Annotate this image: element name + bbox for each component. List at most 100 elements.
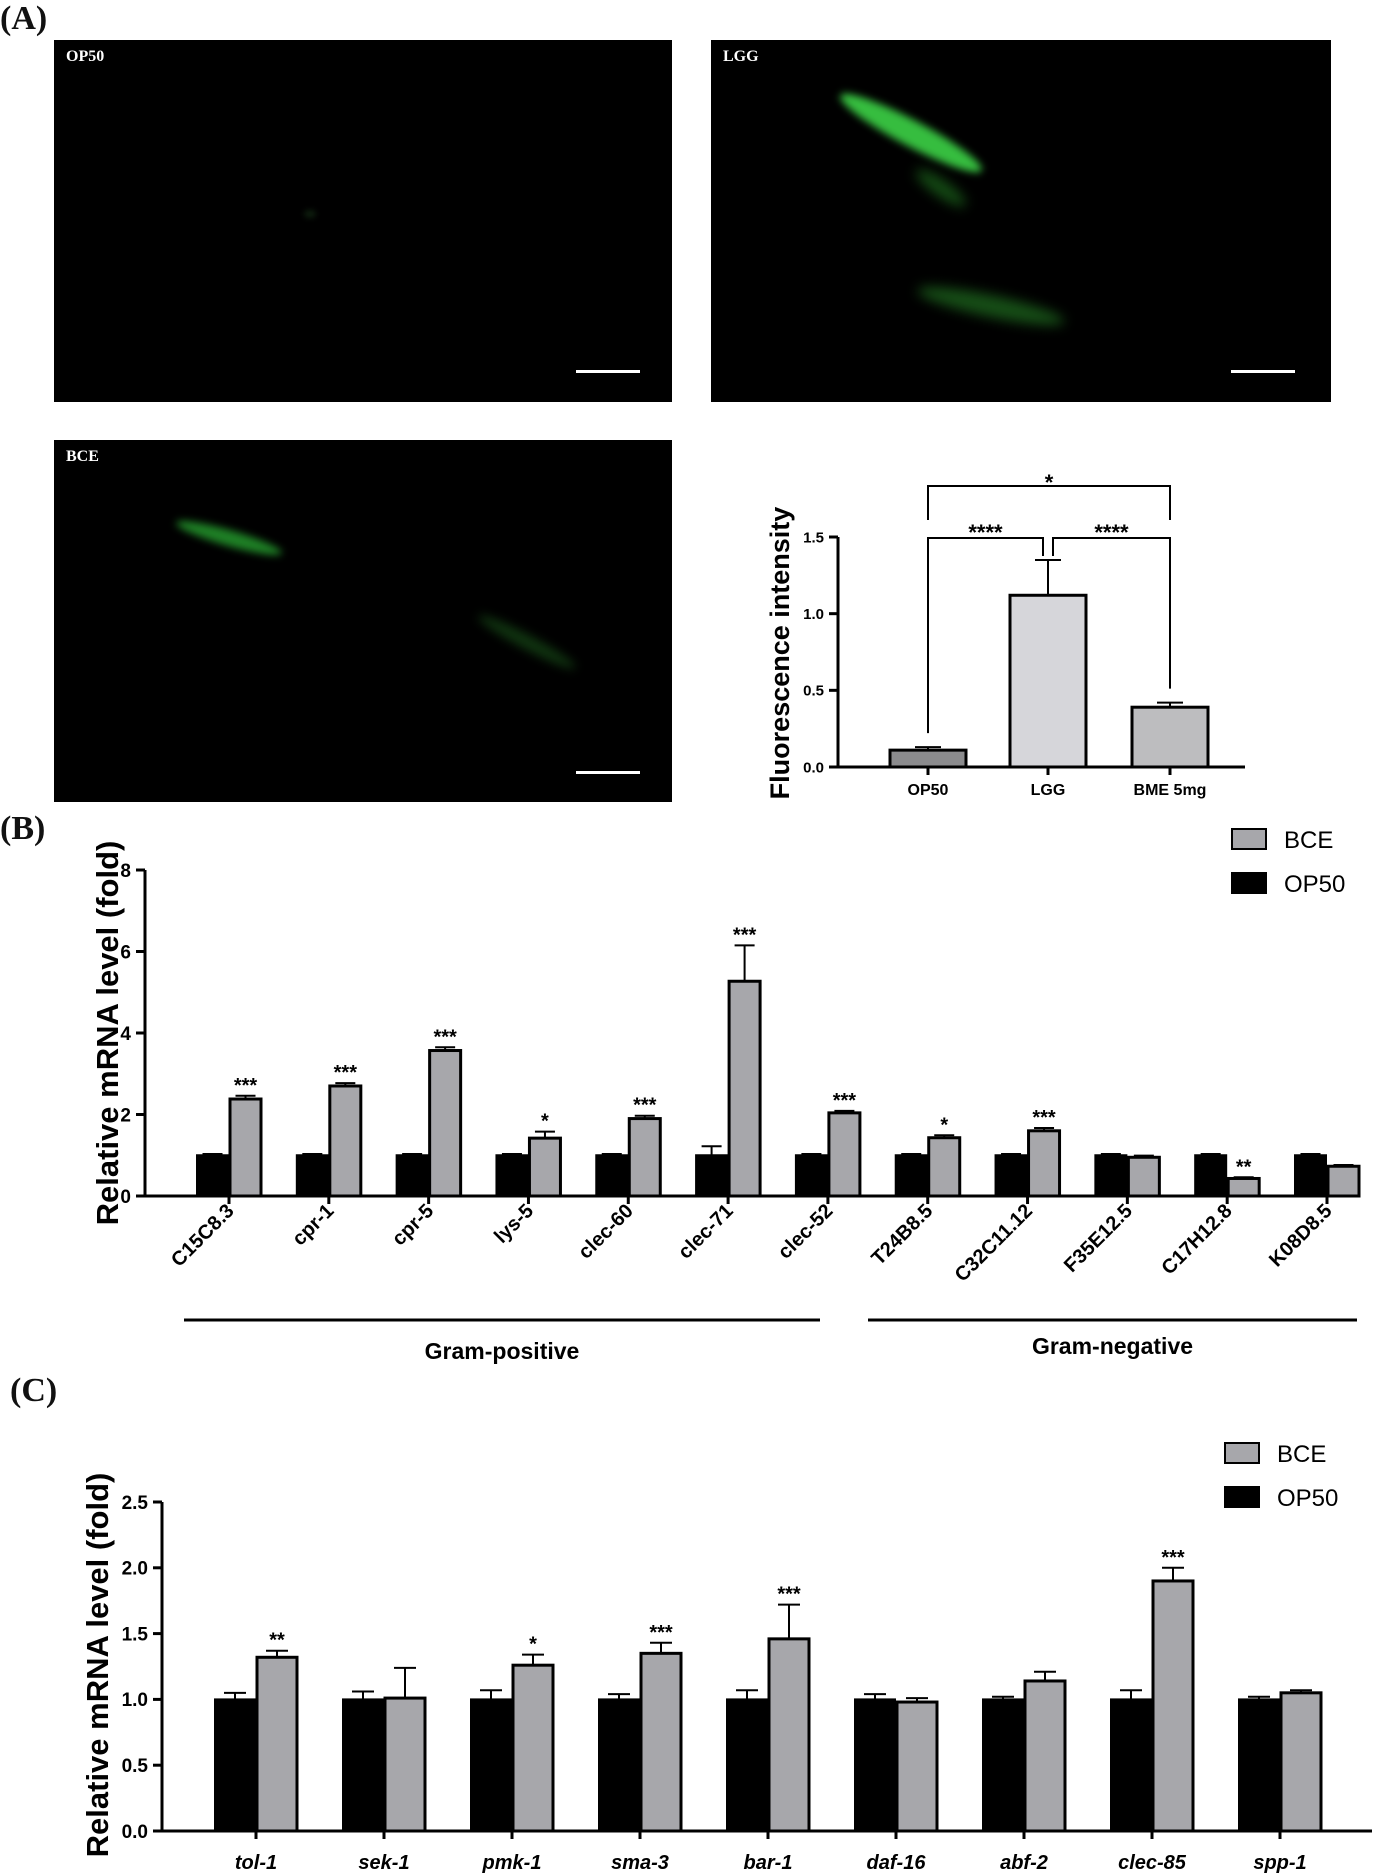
significance-label: **** (1094, 520, 1129, 545)
bar-op50 (598, 1698, 640, 1833)
bar-op50 (196, 1154, 229, 1197)
bar-op50 (395, 1154, 429, 1197)
legend-swatch (1231, 872, 1267, 894)
significance-bracket (927, 485, 1171, 520)
x-tick-label: OP50 (908, 782, 949, 799)
y-axis-title: Relative mRNA level (fold) (80, 1473, 115, 1858)
bar-bce (639, 1651, 683, 1833)
significance-label: *** (433, 1026, 457, 1048)
y-tick-label: 6 (120, 942, 131, 963)
group-label: Gram-positive (425, 1338, 580, 1364)
bar-op50 (1294, 1154, 1327, 1197)
x-tick-label: clec-71 (674, 1200, 738, 1264)
bar-op50 (214, 1698, 256, 1833)
bar-op50 (982, 1698, 1024, 1833)
bar-bce (1279, 1691, 1323, 1833)
panel-a-letter: (A) (0, 0, 48, 37)
bar-bce (228, 1097, 263, 1198)
bar-op50 (1238, 1698, 1280, 1833)
x-tick-label: clec-85 (1118, 1852, 1187, 1874)
x-tick-label: bar-1 (744, 1852, 793, 1874)
legend-label: OP50 (1284, 871, 1345, 898)
significance-label: *** (649, 1622, 673, 1644)
significance-label: *** (633, 1095, 657, 1117)
y-tick-label: 1.5 (803, 529, 824, 546)
y-tick-label: 0.5 (122, 1756, 149, 1777)
x-tick-label: spp-1 (1253, 1852, 1306, 1874)
significance-bracket (1052, 537, 1171, 689)
bar-op50 (894, 1154, 928, 1197)
legend-swatch (1224, 1442, 1260, 1464)
significance-label: * (541, 1111, 549, 1133)
bar (888, 748, 968, 769)
bar-bce (1151, 1579, 1195, 1833)
bar-op50 (994, 1154, 1028, 1197)
significance-label: * (529, 1634, 537, 1656)
bar-bce (1326, 1164, 1361, 1198)
significance-label: *** (833, 1090, 857, 1112)
bar-op50 (1094, 1154, 1128, 1197)
y-tick-label: 2.5 (122, 1493, 149, 1514)
bar-bce (255, 1655, 299, 1833)
y-tick-label: 8 (120, 861, 131, 882)
significance-bracket (927, 537, 1044, 734)
bar-bce (1126, 1155, 1161, 1198)
legend-swatch (1231, 828, 1267, 850)
bar-op50 (1110, 1698, 1152, 1833)
bar-bce (1027, 1129, 1062, 1198)
micrograph-bce: BCE (54, 440, 672, 802)
y-tick-label: 0 (120, 1187, 131, 1208)
y-tick-label: 1.0 (803, 606, 824, 623)
x-tick-label: sma-3 (611, 1852, 669, 1874)
scale-bar (1231, 370, 1295, 373)
x-tick-label: sek-1 (358, 1852, 409, 1874)
y-tick-label: 0.5 (803, 683, 824, 700)
legend-label: BCE (1284, 827, 1333, 854)
bar-op50 (854, 1698, 896, 1833)
significance-label: * (940, 1114, 948, 1136)
x-tick-label: lys-5 (490, 1200, 538, 1248)
bar-op50 (1194, 1154, 1228, 1197)
scale-bar (576, 771, 640, 774)
bar-bce (511, 1663, 555, 1833)
micrograph-label-bce: BCE (66, 448, 99, 465)
bar-op50 (295, 1154, 329, 1197)
x-tick-label: C17H12.8 (1157, 1200, 1236, 1279)
y-axis-title: Relative mRNA level (fold) (90, 841, 125, 1226)
micrograph-label-lgg: LGG (723, 48, 759, 65)
bar-bce (627, 1117, 662, 1198)
x-tick-label: C32C11.12 (951, 1200, 1037, 1286)
x-tick-label: F35E12.5 (1060, 1200, 1137, 1277)
x-tick-label: LGG (1031, 782, 1066, 799)
bar-bce (767, 1637, 811, 1833)
panel-b-letter: (B) (0, 810, 46, 847)
bar (1130, 705, 1210, 769)
legend-label: BCE (1277, 1441, 1326, 1468)
bar-bce (727, 979, 762, 1198)
significance-label: *** (1161, 1547, 1185, 1569)
bar-op50 (495, 1154, 529, 1197)
y-tick-label: 4 (120, 1024, 131, 1045)
scale-bar (576, 370, 640, 373)
bar-op50 (595, 1154, 629, 1197)
x-tick-label: cpr-5 (388, 1200, 438, 1250)
bar-op50 (726, 1698, 768, 1833)
x-tick-label: tol-1 (235, 1852, 277, 1874)
significance-label: * (1045, 470, 1054, 495)
y-tick-label: 2 (120, 1105, 131, 1126)
x-tick-label: daf-16 (867, 1852, 927, 1874)
bar-bce (895, 1700, 939, 1833)
x-tick-label: clec-60 (574, 1200, 638, 1264)
bar-bce (428, 1049, 463, 1198)
y-tick-label: 2.0 (122, 1559, 148, 1580)
bar-op50 (695, 1154, 729, 1197)
y-tick-label: 1.5 (122, 1624, 149, 1645)
significance-label: ** (1236, 1156, 1252, 1178)
panel-c-letter: (C) (10, 1372, 58, 1409)
significance-label: *** (334, 1062, 358, 1084)
significance-label: *** (234, 1075, 258, 1097)
bar-bce (328, 1084, 363, 1198)
group-label: Gram-negative (1032, 1333, 1193, 1359)
y-tick-label: 0.0 (803, 759, 824, 776)
